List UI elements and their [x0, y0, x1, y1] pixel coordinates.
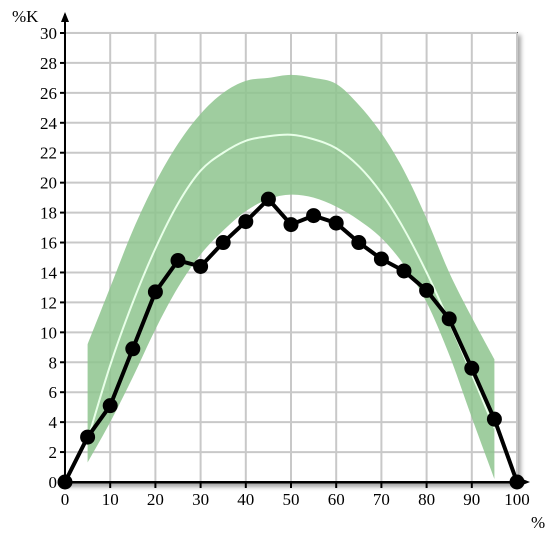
x-tick-label: 90 — [463, 490, 480, 509]
x-unit-label: % — [531, 513, 545, 532]
y-tick-label: 20 — [40, 174, 57, 193]
confidence-band — [86, 74, 496, 480]
x-tick-label: 20 — [147, 490, 164, 509]
y-tick-label: 0 — [49, 473, 58, 492]
x-tick-label: 40 — [237, 490, 254, 509]
data-point — [283, 217, 299, 233]
data-point — [441, 311, 457, 327]
y-tick-label: 18 — [40, 204, 57, 223]
y-tick-label: 16 — [40, 234, 57, 253]
y-tick-label: 6 — [49, 383, 58, 402]
y-tick-label: 8 — [49, 353, 58, 372]
y-axis-arrow — [61, 12, 69, 22]
x-tick-label: 70 — [373, 490, 390, 509]
y-tick-label: 4 — [49, 413, 58, 432]
data-point — [260, 191, 276, 207]
x-tick-label: 50 — [283, 490, 300, 509]
x-tick-label: 60 — [328, 490, 345, 509]
y-tick-label: 24 — [40, 114, 58, 133]
band-area — [87, 74, 495, 480]
y-tick-label: 30 — [40, 24, 57, 43]
x-tick-label: 30 — [192, 490, 209, 509]
y-tick-label: 26 — [40, 84, 57, 103]
data-point — [419, 282, 435, 298]
data-point — [464, 360, 480, 376]
y-tick-label: 22 — [40, 144, 57, 163]
y-unit-label: %K — [12, 7, 39, 26]
y-tick-label: 12 — [40, 293, 57, 312]
data-point — [170, 252, 186, 268]
data-point — [215, 235, 231, 251]
x-tick-label: 10 — [102, 490, 119, 509]
data-point — [306, 208, 322, 224]
band-center-line — [86, 133, 496, 441]
y-tick-label: 10 — [40, 323, 57, 342]
data-point — [328, 215, 344, 231]
x-tick-label: 80 — [418, 490, 435, 509]
data-point — [80, 429, 96, 445]
data-point — [486, 411, 502, 427]
data-series — [57, 191, 525, 490]
data-point — [102, 398, 118, 414]
y-tick-label: 2 — [49, 443, 58, 462]
data-point — [351, 235, 367, 251]
data-point — [147, 284, 163, 300]
data-point — [373, 251, 389, 267]
x-tick-label: 100 — [504, 490, 530, 509]
data-point — [396, 263, 412, 279]
axes — [60, 12, 530, 488]
data-point — [193, 258, 209, 274]
x-axis-arrow — [520, 478, 530, 486]
x-tick-label: 0 — [61, 490, 70, 509]
data-point — [238, 214, 254, 230]
y-tick-label: 28 — [40, 54, 57, 73]
y-tick-label: 14 — [40, 263, 58, 282]
data-point — [125, 341, 141, 357]
